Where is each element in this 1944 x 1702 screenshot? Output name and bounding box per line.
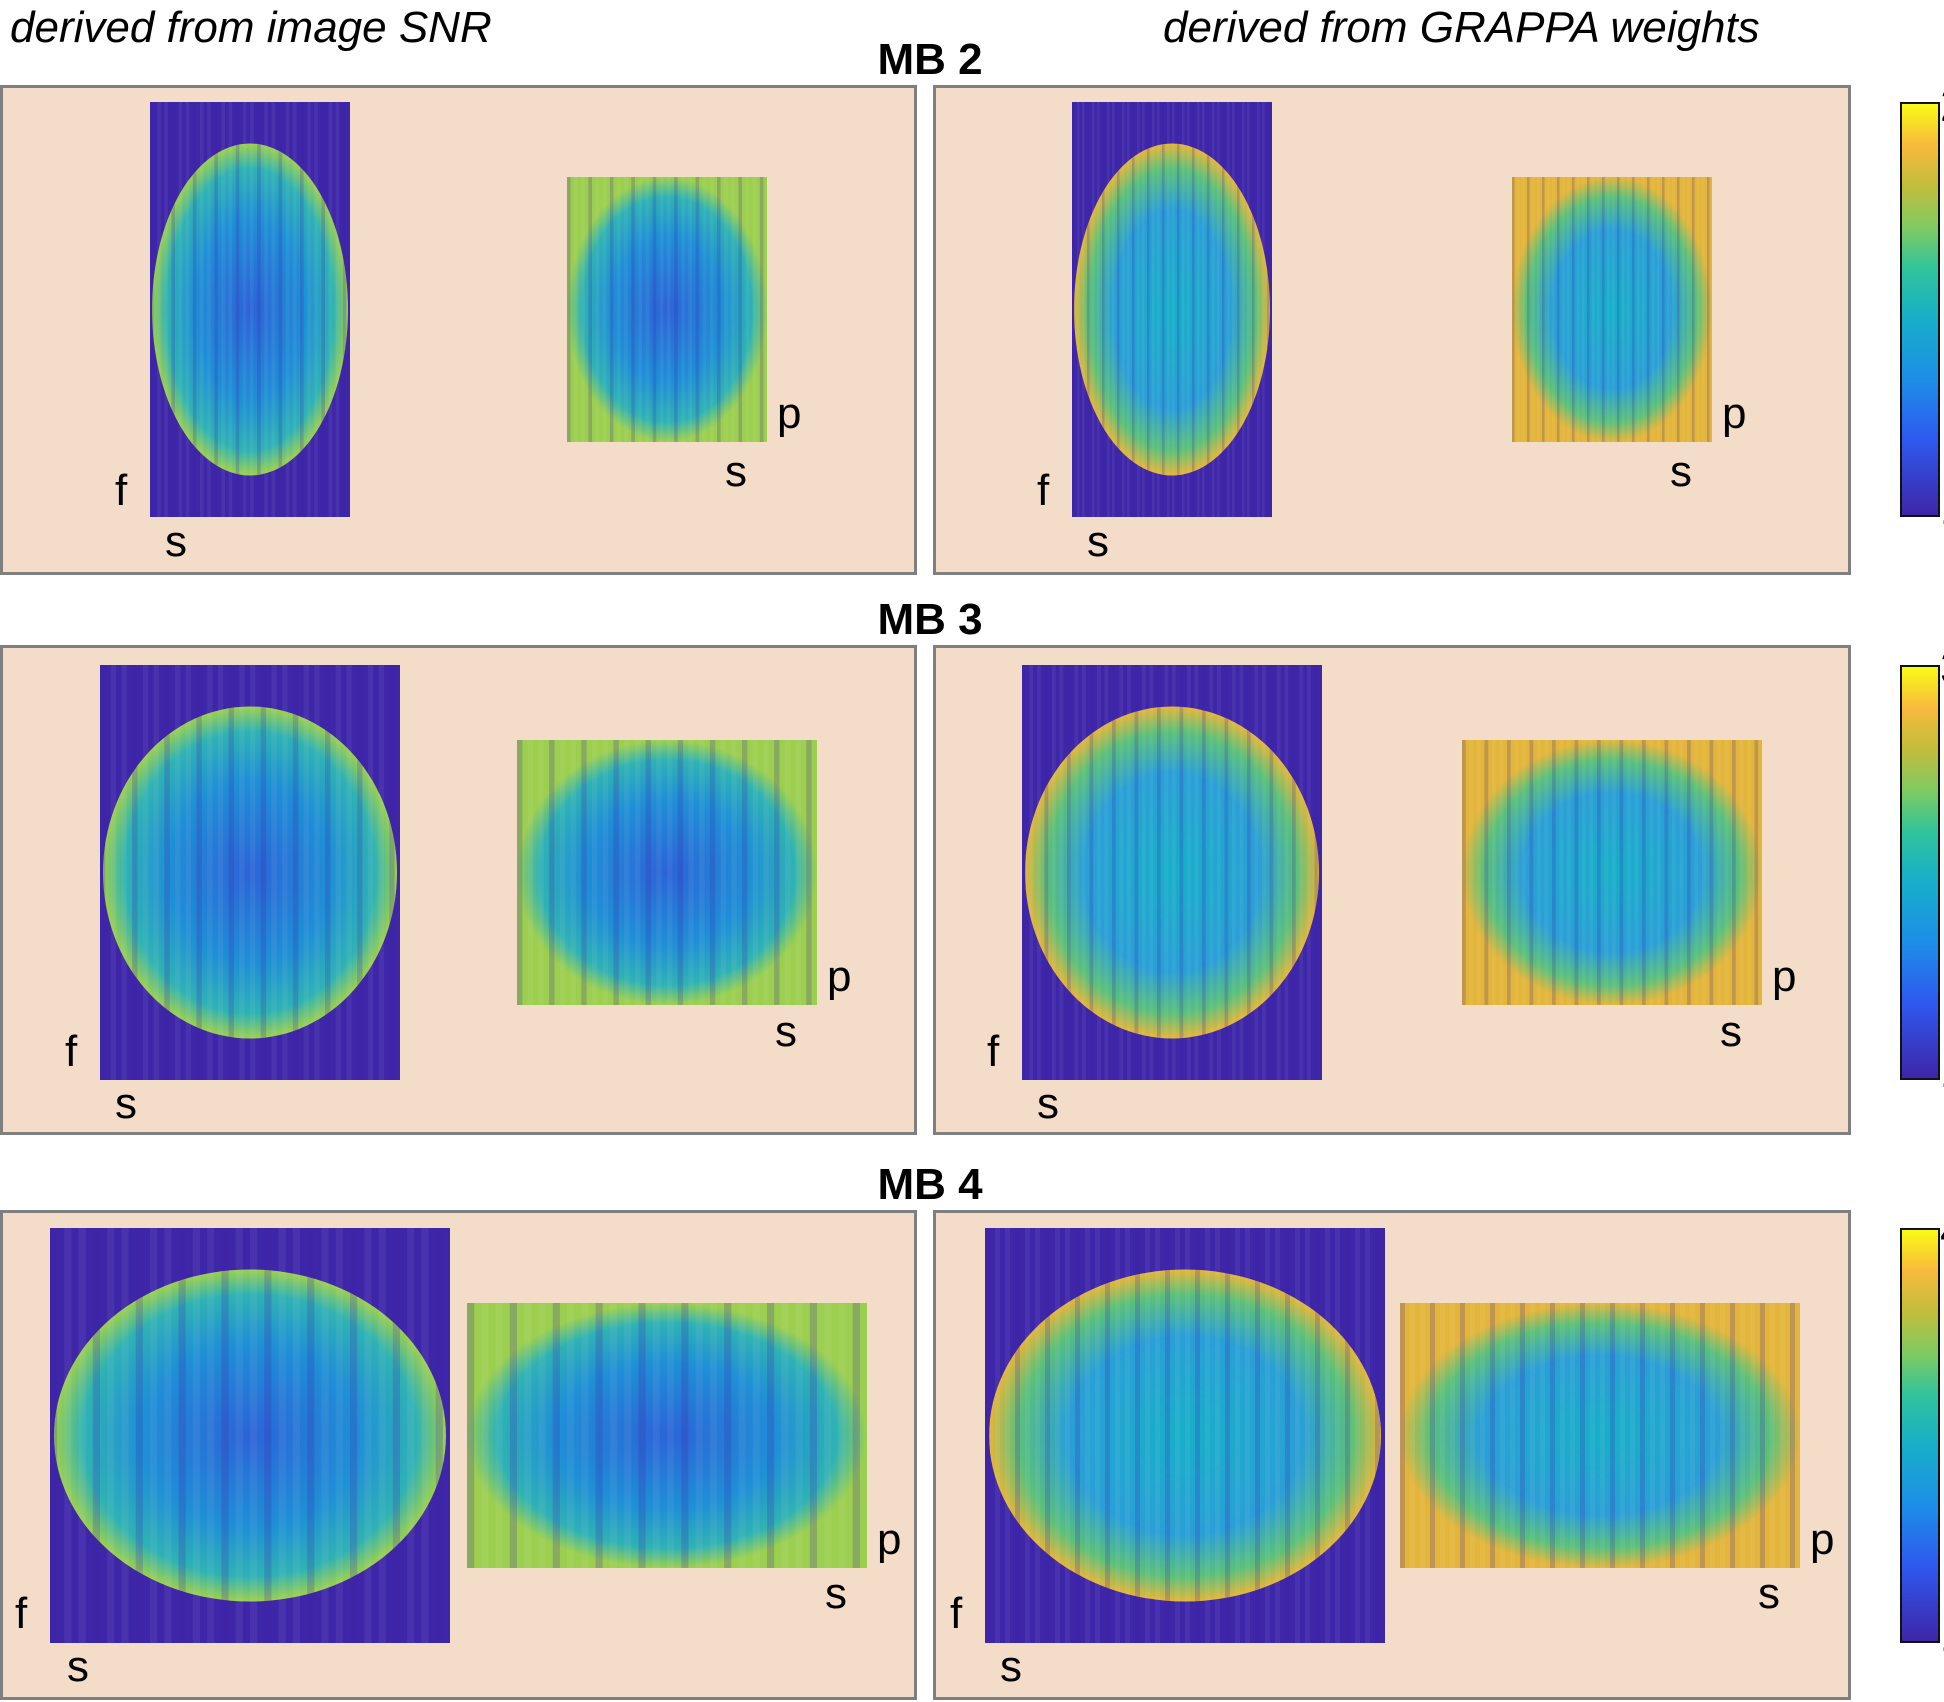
- grappa-map-mb2-coronal: [1072, 102, 1272, 517]
- label-f: f: [1037, 466, 1050, 515]
- colorbar-max-mb4: 4: [1940, 1208, 1944, 1256]
- colorbar-min-mb2: 1: [1940, 485, 1944, 533]
- grappa-map-mb3-axial: [1462, 740, 1762, 1005]
- label-p: p: [827, 952, 852, 1001]
- snr-map-mb3-coronal: [100, 665, 400, 1080]
- label-s: s: [775, 1007, 797, 1056]
- label-s: s: [1037, 1079, 1059, 1128]
- label-p: p: [1722, 389, 1747, 438]
- label-p: p: [1810, 1515, 1835, 1564]
- label-s: s: [67, 1642, 89, 1691]
- colorbar-mb2: [1900, 102, 1940, 517]
- map-image: [985, 1228, 1385, 1643]
- header-image-snr: derived from image SNR: [10, 3, 492, 52]
- snr-map-mb3-axial: [517, 740, 817, 1005]
- snr-map-mb4-coronal: [50, 1228, 450, 1643]
- label-f: f: [950, 1589, 963, 1638]
- label-s: s: [1670, 447, 1692, 496]
- label-s: s: [115, 1079, 137, 1128]
- snr-map-mb2-axial: [567, 177, 767, 442]
- grappa-map-mb3-coronal: [1022, 665, 1322, 1080]
- label-s: s: [1087, 517, 1109, 566]
- colorbar-min-mb3: 1: [1940, 1048, 1944, 1096]
- label-f: f: [115, 466, 128, 515]
- label-s: s: [165, 517, 187, 566]
- label-s: s: [725, 447, 747, 496]
- label-f: f: [65, 1027, 78, 1076]
- label-s: s: [825, 1569, 847, 1618]
- label-s: s: [1000, 1642, 1022, 1691]
- colorbar-min-mb4: 1: [1940, 1612, 1944, 1660]
- map-image: [567, 177, 767, 442]
- row-title-mb4: MB 4: [877, 1160, 983, 1209]
- colorbar-mb4: [1900, 1228, 1940, 1643]
- label-s: s: [1758, 1569, 1780, 1618]
- grappa-map-mb4-coronal: [985, 1228, 1385, 1643]
- grappa-map-mb4-axial: [1400, 1303, 1800, 1568]
- label-p: p: [777, 389, 802, 438]
- label-f: f: [15, 1589, 28, 1638]
- map-image: [1462, 740, 1762, 1005]
- map-image: [150, 102, 350, 517]
- map-image: [100, 665, 400, 1080]
- map-image: [1022, 665, 1322, 1080]
- map-image: [467, 1303, 867, 1568]
- snr-map-mb2-coronal: [150, 102, 350, 517]
- label-p: p: [1772, 952, 1797, 1001]
- colorbar-max-mb3: 3: [1940, 645, 1944, 693]
- header-grappa-weights: derived from GRAPPA weights: [1163, 3, 1760, 52]
- colorbar-max-mb2: 2: [1940, 82, 1944, 130]
- row-title-mb2: MB 2: [877, 35, 983, 84]
- map-image: [1400, 1303, 1800, 1568]
- panel-mb2-image-snr: [0, 85, 917, 575]
- label-f: f: [987, 1027, 1000, 1076]
- grappa-map-mb2-axial: [1512, 177, 1712, 442]
- map-image: [517, 740, 817, 1005]
- panel-mb2-grappa: [933, 85, 1851, 575]
- label-p: p: [877, 1515, 902, 1564]
- snr-map-mb4-axial: [467, 1303, 867, 1568]
- row-title-mb3: MB 3: [877, 595, 983, 644]
- map-image: [1072, 102, 1272, 517]
- colorbar-mb3: [1900, 665, 1940, 1080]
- map-image: [1512, 177, 1712, 442]
- label-s: s: [1720, 1007, 1742, 1056]
- map-image: [50, 1228, 450, 1643]
